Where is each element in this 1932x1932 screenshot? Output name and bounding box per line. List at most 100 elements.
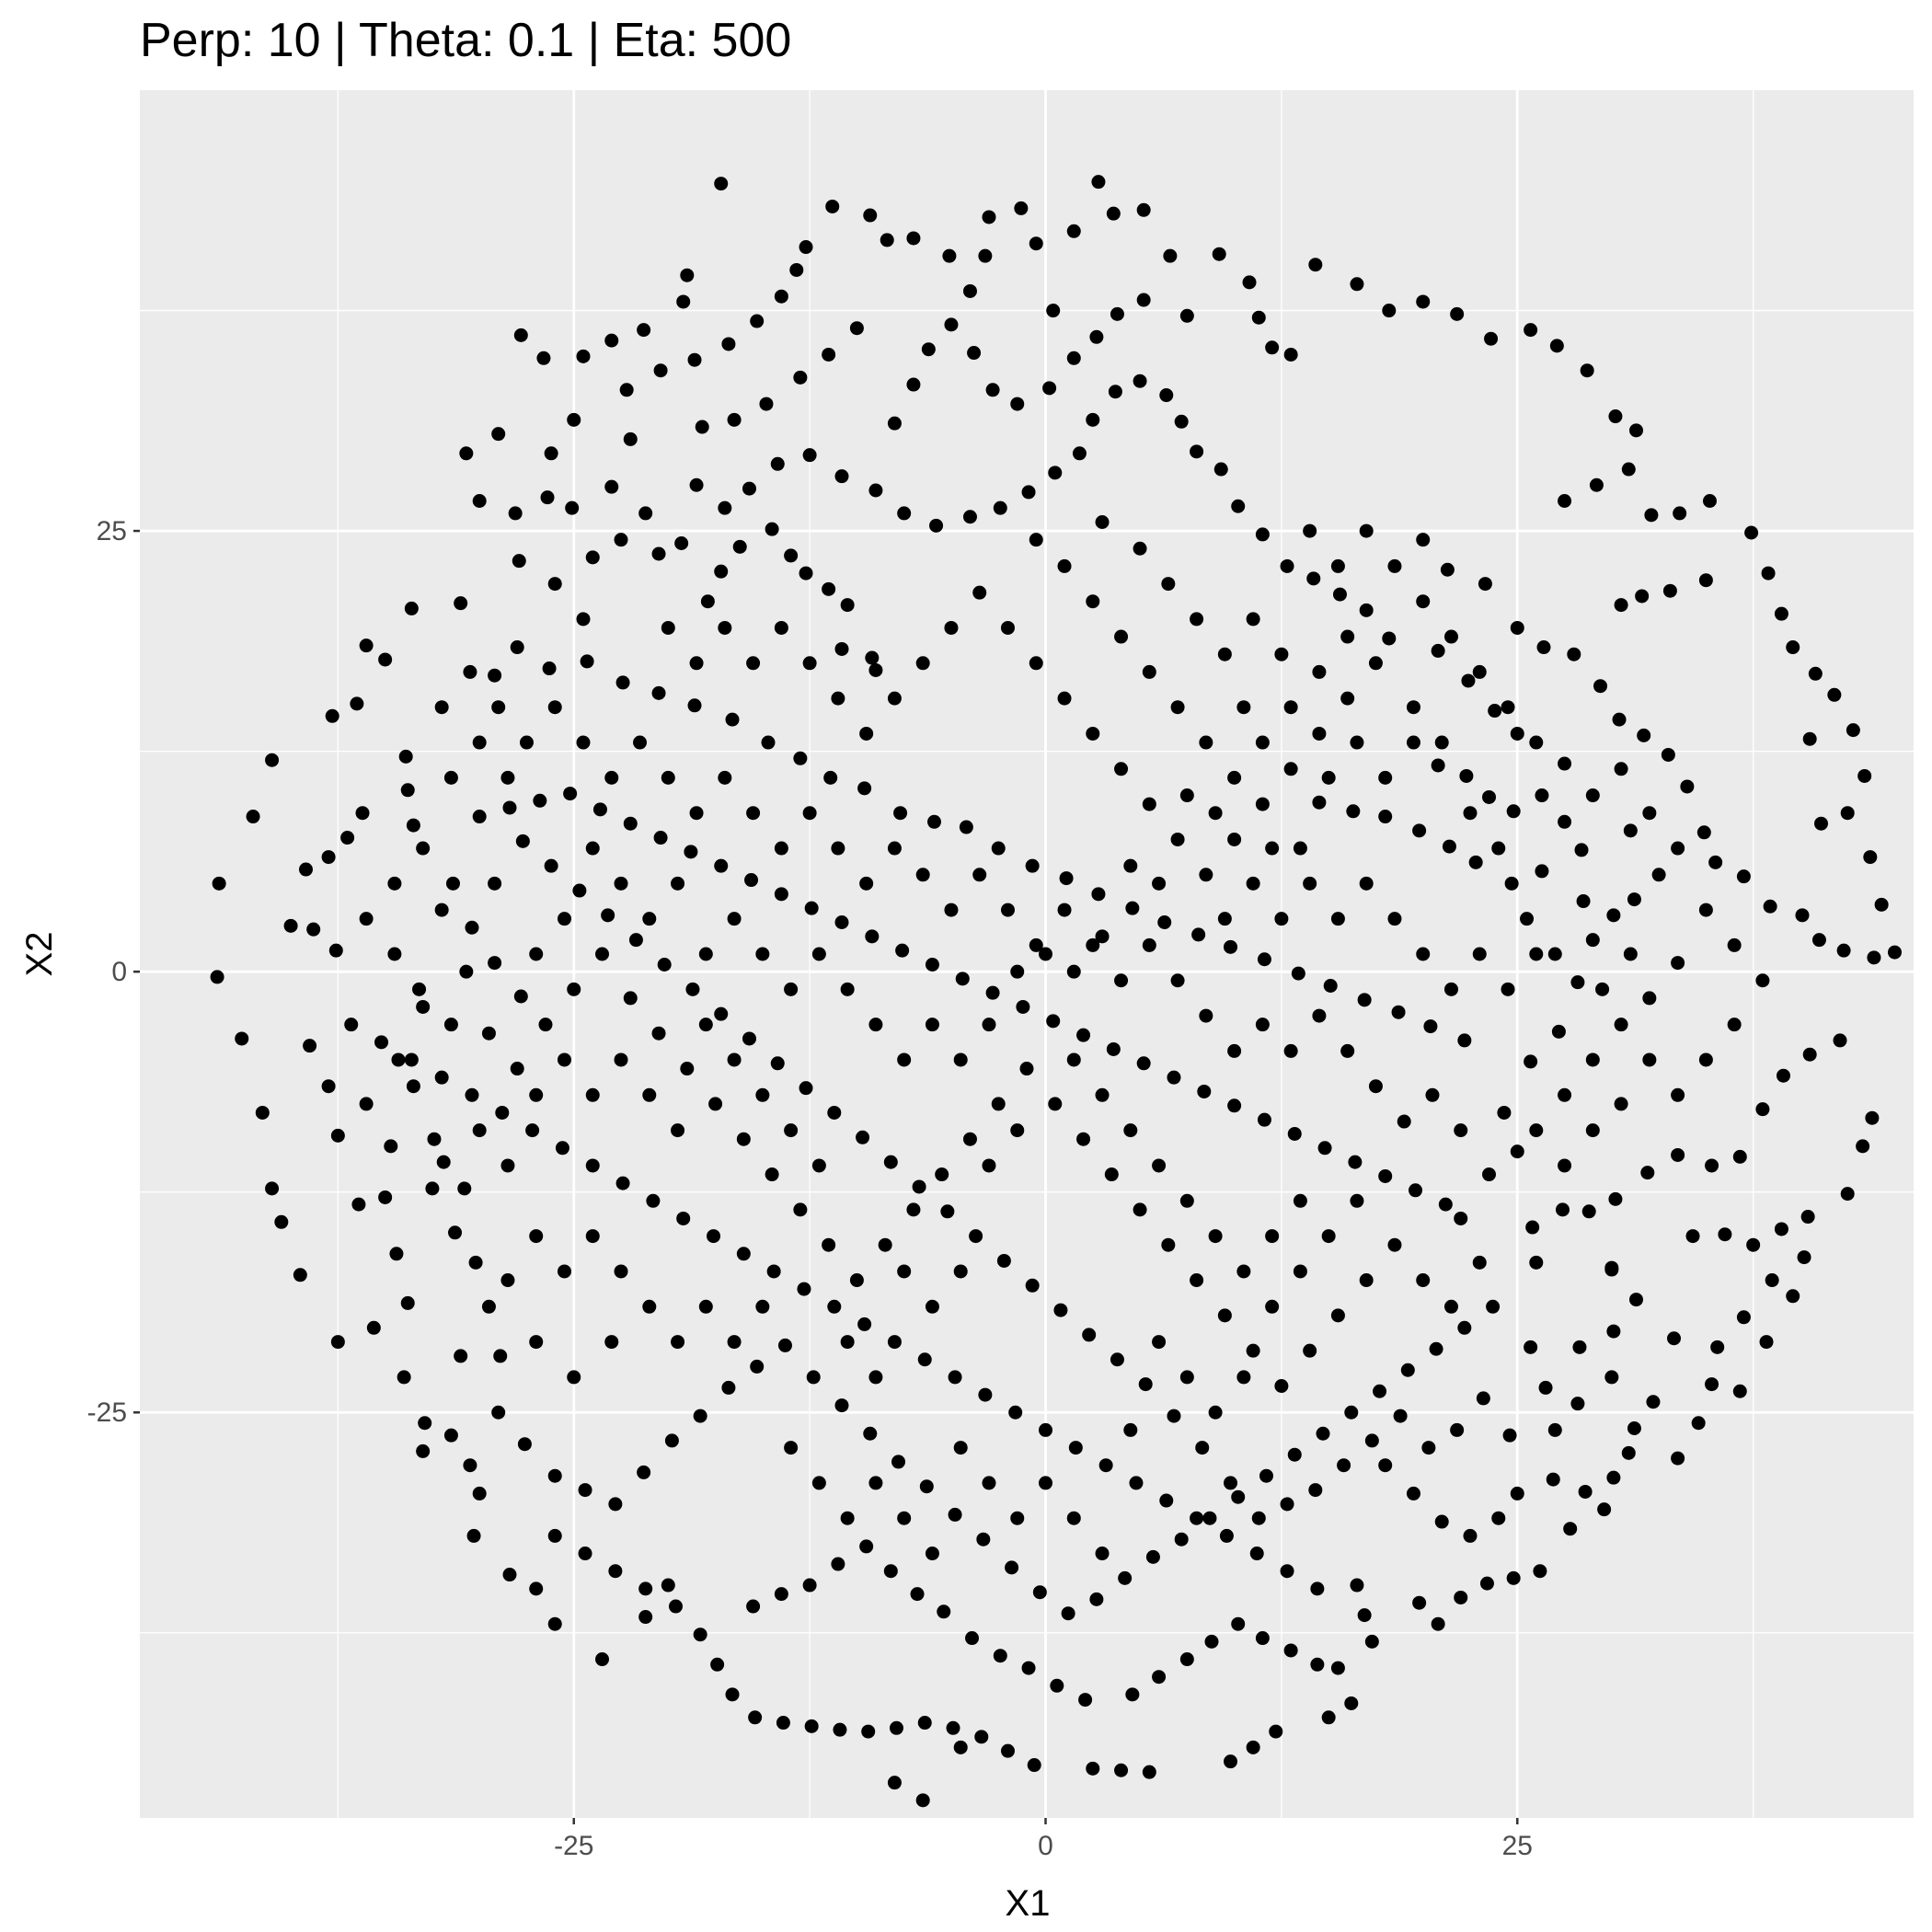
data-point [1283, 700, 1298, 715]
data-point [985, 383, 1000, 397]
data-point [513, 328, 528, 342]
data-point [1434, 1514, 1449, 1529]
data-point [906, 231, 921, 246]
data-point [1614, 598, 1628, 613]
data-point [547, 1616, 562, 1631]
data-point [953, 1052, 968, 1067]
data-point [491, 427, 506, 442]
data-point [1479, 1576, 1494, 1591]
data-point [1378, 810, 1393, 824]
data-point [765, 522, 779, 536]
data-point [1391, 1005, 1406, 1019]
data-point [592, 802, 607, 817]
data-point [491, 1405, 506, 1420]
data-point [1476, 1391, 1490, 1406]
data-point [1585, 788, 1600, 803]
data-point [1142, 937, 1156, 952]
data-point [680, 268, 695, 282]
data-point [1454, 1590, 1468, 1604]
data-point [955, 972, 970, 986]
data-point [502, 1568, 517, 1582]
data-point [1857, 768, 1872, 783]
data-point [298, 862, 313, 877]
data-point [330, 1128, 345, 1143]
data-point [714, 177, 729, 191]
data-point [1340, 1043, 1355, 1058]
data-point [1255, 797, 1270, 811]
data-point [806, 1370, 821, 1385]
data-point [834, 1398, 849, 1413]
data-point [1608, 409, 1623, 424]
data-point [840, 982, 855, 996]
data-point [595, 947, 610, 961]
data-point [529, 947, 544, 961]
data-point [1606, 908, 1621, 923]
data-point [653, 363, 668, 378]
data-point [1010, 1123, 1025, 1138]
data-point [1246, 612, 1260, 627]
data-point [619, 383, 634, 397]
data-point [840, 1335, 855, 1350]
data-point [1308, 1483, 1323, 1498]
data-point [529, 1087, 544, 1102]
data-point [1174, 1532, 1189, 1547]
data-point [567, 412, 581, 427]
data-point [355, 806, 370, 821]
data-point [1118, 1570, 1133, 1585]
data-point [742, 481, 756, 496]
data-point [1558, 494, 1572, 509]
data-point [1364, 1634, 1379, 1649]
data-point [1046, 304, 1061, 318]
data-point [1671, 1147, 1685, 1162]
data-point [887, 1776, 902, 1790]
data-point [1763, 899, 1777, 914]
data-point [1627, 1420, 1641, 1435]
data-point [1170, 973, 1185, 988]
data-point [1651, 868, 1666, 882]
data-point [1255, 1018, 1270, 1032]
data-point [330, 1335, 345, 1350]
data-point [615, 1176, 630, 1190]
data-point [1865, 1110, 1880, 1125]
data-point [1010, 397, 1025, 411]
data-point [718, 620, 732, 635]
data-point [576, 612, 591, 627]
y-tick-label: 0 [111, 957, 127, 987]
data-point [944, 620, 959, 635]
data-point [434, 700, 449, 715]
data-point [1190, 1511, 1204, 1525]
data-point [212, 876, 226, 891]
data-point [443, 1018, 458, 1032]
data-point [895, 943, 910, 958]
data-point [1606, 1470, 1621, 1485]
data-point [434, 1070, 449, 1085]
data-point [1287, 1447, 1302, 1462]
data-point [965, 1631, 980, 1646]
data-point [1774, 606, 1788, 621]
data-point [1412, 1595, 1427, 1610]
data-point [1274, 647, 1289, 661]
data-point [529, 1581, 544, 1596]
data-point [1114, 762, 1129, 776]
data-point [585, 1087, 600, 1102]
data-point [1170, 832, 1185, 846]
data-point [1671, 1451, 1685, 1466]
data-point [1673, 506, 1687, 521]
data-point [1249, 1547, 1264, 1561]
data-point [1251, 1511, 1266, 1525]
data-point [638, 1610, 653, 1625]
data-point [982, 210, 996, 224]
data-point [883, 1564, 898, 1579]
data-point [623, 431, 638, 446]
data-point [1217, 647, 1232, 661]
data-point [1501, 982, 1515, 996]
data-point [1108, 385, 1122, 399]
data-point [1287, 1126, 1302, 1141]
data-point [1510, 1486, 1524, 1501]
data-point [693, 1627, 707, 1642]
data-point [488, 668, 502, 683]
data-point [793, 1202, 808, 1217]
data-point [1283, 1043, 1298, 1058]
data-point [265, 753, 280, 767]
data-point [463, 1458, 477, 1473]
